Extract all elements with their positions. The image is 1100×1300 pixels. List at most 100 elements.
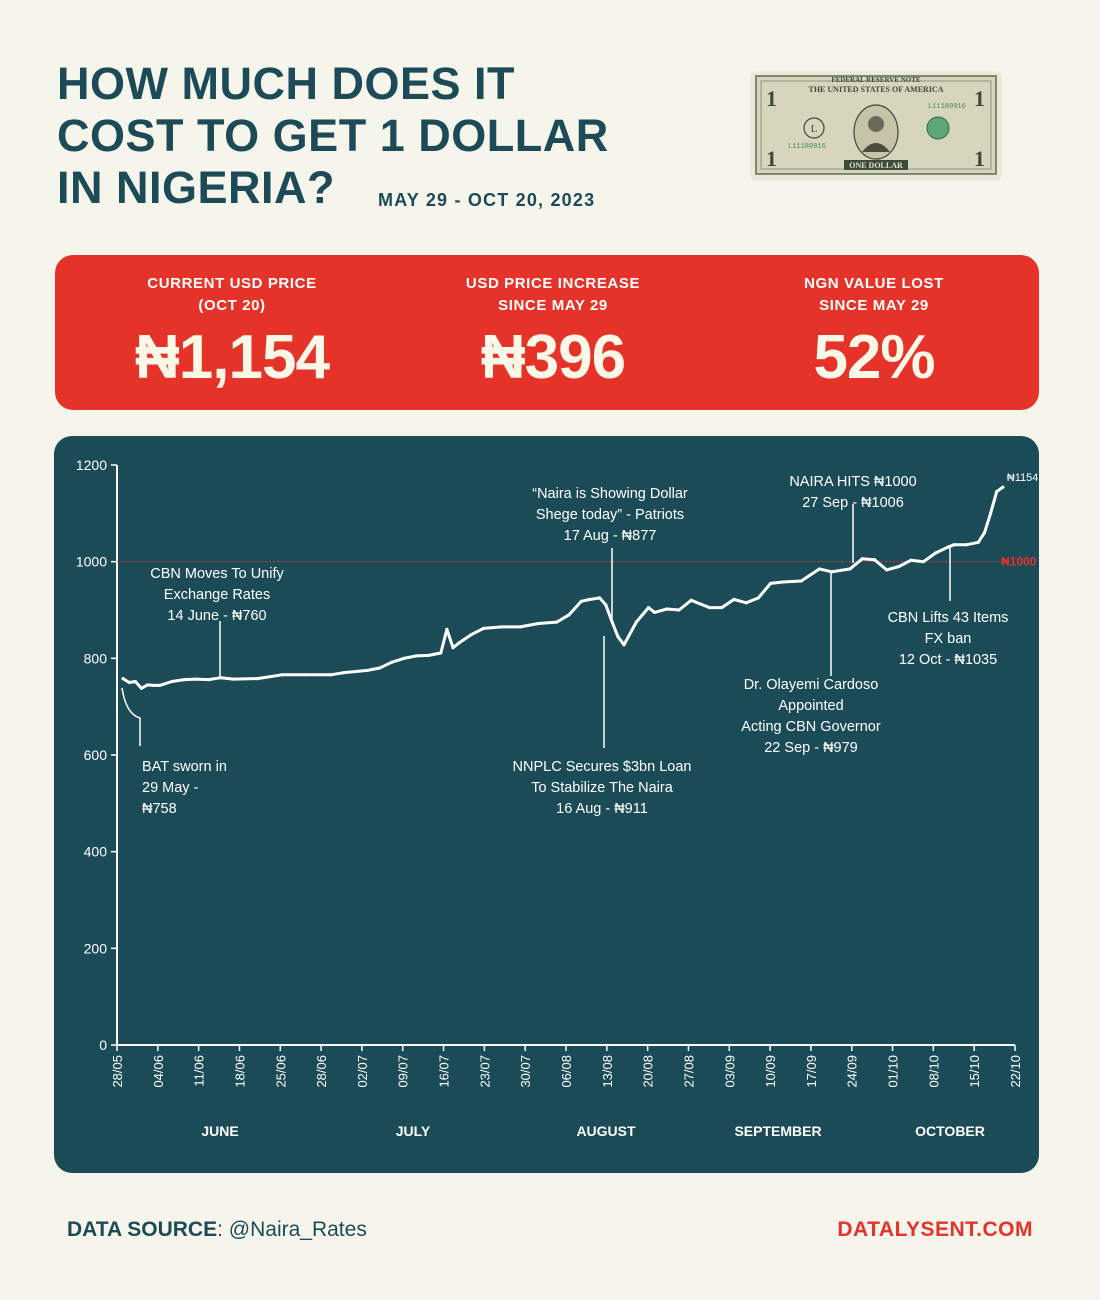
- x-tick-label: 08/10: [926, 1055, 941, 1088]
- bill-serial-2: L11180916: [788, 143, 826, 151]
- stat-current-price: CURRENT USD PRICE (OCT 20) ₦1,154: [82, 273, 382, 393]
- data-point: [652, 610, 657, 615]
- x-tick-label: 24/09: [845, 1055, 860, 1088]
- x-tick-label: 13/08: [600, 1055, 615, 1088]
- data-point: [194, 677, 199, 681]
- data-point: [304, 673, 308, 677]
- bill-denom-tl: 1: [766, 86, 777, 111]
- data-source: DATA SOURCE: @Naira_Rates: [67, 1218, 367, 1242]
- data-point: [329, 673, 333, 677]
- annotation-text: BAT sworn in 29 May - ₦758: [142, 759, 227, 817]
- stat-label: CURRENT USD PRICE (OCT 20): [82, 273, 382, 317]
- x-tick-label: 20/08: [641, 1055, 656, 1088]
- data-point: [646, 605, 651, 610]
- data-point: [536, 621, 541, 626]
- data-point: [152, 683, 156, 687]
- annotation-line: ₦758: [142, 801, 177, 817]
- reference-line-label: ₦1000: [1001, 555, 1037, 569]
- y-tick-label: 1200: [76, 457, 107, 473]
- annotation-line: 12 Oct - ₦1035: [899, 652, 997, 668]
- annotation-callout-line: [121, 687, 141, 746]
- data-point: [1001, 485, 1005, 489]
- annotation-line: 29 May -: [142, 780, 199, 796]
- svg-text:L: L: [811, 123, 818, 135]
- annotation-text: “Naira is Showing Dollar Shege today” - P…: [532, 486, 688, 544]
- data-point: [170, 679, 174, 684]
- data-point: [231, 677, 235, 681]
- annotation-line: Shege today” - Patriots: [536, 507, 684, 523]
- data-point: [982, 531, 987, 535]
- annotation-line: NAIRA HITS ₦1000: [789, 474, 916, 490]
- data-point: [518, 625, 522, 629]
- data-point: [720, 605, 724, 610]
- annotation-line: To Stabilize The Naira: [531, 780, 674, 796]
- data-point: [921, 560, 925, 564]
- stat-value-lost: NGN VALUE LOST SINCE MAY 29 52%: [724, 273, 1024, 393]
- data-point: [616, 634, 620, 639]
- data-point: [341, 671, 345, 675]
- x-tick-label: 17/09: [804, 1055, 819, 1088]
- annotation-line: 22 Sep - ₦979: [764, 740, 858, 756]
- data-point: [885, 568, 889, 572]
- annotation-line: 17 Aug - ₦877: [564, 528, 657, 544]
- data-point: [732, 597, 736, 601]
- data-point: [769, 581, 773, 586]
- data-point: [139, 686, 144, 690]
- data-point: [622, 643, 626, 647]
- month-label: JULY: [396, 1123, 431, 1139]
- data-point: [677, 608, 681, 612]
- stat-label: NGN VALUE LOST SINCE MAY 29: [724, 273, 1024, 317]
- x-tick-label: 03/09: [722, 1055, 737, 1088]
- page-title: HOW MUCH DOES IT COST TO GET 1 DOLLAR IN…: [57, 58, 677, 214]
- bill-top-text: FEDERAL RESERVE NOTE: [831, 76, 921, 84]
- data-point: [689, 598, 693, 602]
- month-label: AUGUST: [576, 1123, 636, 1139]
- data-point: [988, 511, 993, 515]
- stat-price-increase: USD PRICE INCREASE SINCE MAY 29 ₦396: [403, 273, 703, 393]
- x-tick-label: 25/06: [273, 1055, 288, 1088]
- data-point: [426, 653, 431, 658]
- data-point: [952, 543, 956, 547]
- annotation-line: “Naira is Showing Dollar: [532, 486, 688, 502]
- data-point: [280, 673, 284, 677]
- data-point: [781, 580, 785, 584]
- annotation-text: CBN Lifts 43 Items FX ban 12 Oct - ₦1035: [888, 610, 1009, 668]
- month-label: SEPTEMBER: [734, 1123, 821, 1139]
- dollar-bill-image: FEDERAL RESERVE NOTE THE UNITED STATES O…: [752, 72, 1000, 178]
- data-point: [445, 627, 449, 631]
- y-tick-label: 400: [84, 844, 108, 860]
- data-point: [665, 607, 669, 611]
- data-point: [909, 558, 913, 562]
- data-point: [158, 683, 162, 687]
- data-point: [182, 678, 186, 682]
- data-point: [439, 651, 443, 655]
- data-point: [848, 567, 852, 571]
- data-point: [604, 603, 608, 607]
- data-point: [207, 678, 211, 682]
- bill-denom-br: 1: [974, 146, 985, 171]
- data-source-label: DATA SOURCE: [67, 1218, 218, 1241]
- data-point: [976, 540, 980, 544]
- data-point: [817, 567, 822, 571]
- y-tick-label: 800: [84, 650, 108, 666]
- x-tick-label: 11/06: [192, 1055, 207, 1087]
- annotation-line: NNPLC Secures $3bn Loan: [513, 759, 692, 775]
- chart-panel: 0 200 400 600 800 1000 1200 28/05 04/06 11/06 18/0…: [54, 436, 1039, 1173]
- data-point: [481, 626, 486, 630]
- data-point: [579, 599, 583, 603]
- data-point: [133, 679, 137, 684]
- x-tick-label: 16/07: [437, 1055, 452, 1088]
- data-point: [121, 677, 125, 681]
- annotation-text: CBN Moves To Unify Exchange Rates 14 June …: [150, 566, 284, 624]
- x-tick-label: 18/06: [232, 1055, 247, 1088]
- site-link[interactable]: DATALYSENT.COM: [837, 1218, 1033, 1241]
- stat-label: USD PRICE INCREASE SINCE MAY 29: [403, 273, 703, 317]
- x-tick-label: 28/05: [110, 1055, 125, 1088]
- month-label: JUNE: [201, 1123, 238, 1139]
- annotation-text: NNPLC Secures $3bn Loan To Stabilize The …: [513, 759, 692, 817]
- x-tick-label: 01/10: [886, 1055, 901, 1088]
- annotation-line: 27 Sep - ₦1006: [802, 495, 904, 511]
- annotation-text: NAIRA HITS ₦1000 27 Sep - ₦1006: [789, 474, 916, 511]
- bill-serial-1: L11180916: [928, 103, 966, 111]
- date-range-subtitle: MAY 29 - OCT 20, 2023: [378, 190, 596, 210]
